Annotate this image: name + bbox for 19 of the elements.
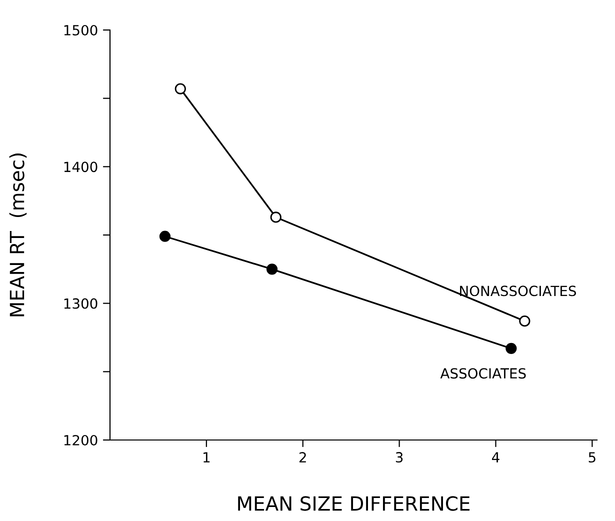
point [266, 264, 278, 275]
x-tick-label: 1 [204, 452, 210, 462]
x-tick-label: 5 [588, 452, 596, 463]
y-tick-label: 1500 [64, 24, 98, 36]
x-tick-label: 3 [396, 452, 403, 463]
y-tick-label: 1200 [64, 434, 98, 446]
point [159, 230, 171, 242]
y-tick-label: 1400 [64, 162, 98, 172]
y-tick-label: 1300 [64, 298, 98, 309]
point [270, 212, 282, 223]
series-label: NONASSOCIATES [460, 286, 576, 296]
x-tick-label: 2 [299, 452, 306, 462]
point [174, 83, 186, 94]
x-axis-title: MEAN SIZE DIFFERENCE [238, 496, 470, 511]
point [506, 342, 517, 354]
x-tick-label: 4 [492, 452, 500, 462]
point [519, 316, 530, 327]
series-label: ASSOCIATES [440, 368, 526, 379]
y-axis-title: MEAN RT (msec) [9, 154, 27, 316]
